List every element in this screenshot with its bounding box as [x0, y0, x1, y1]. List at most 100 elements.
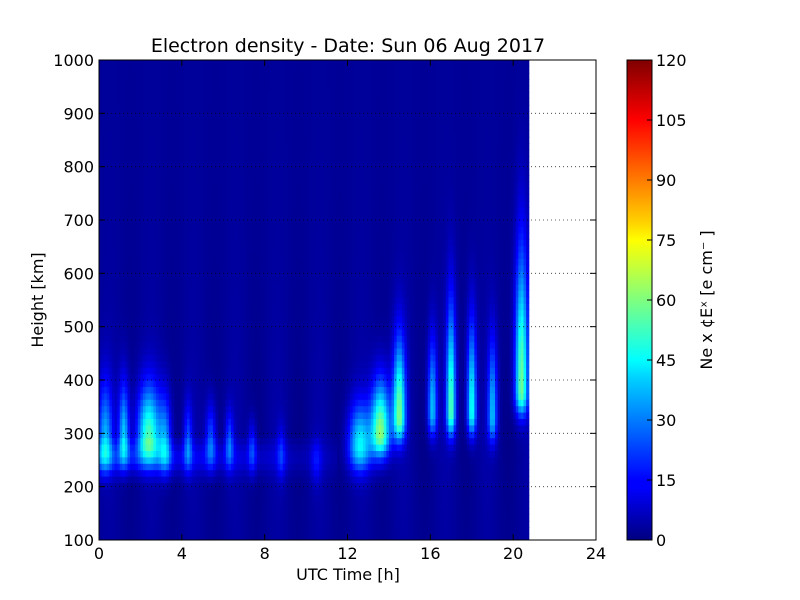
heatmap-cell	[137, 156, 142, 163]
heatmap-cell	[99, 271, 103, 279]
heatmap-cell	[130, 72, 134, 80]
heatmap-cell	[132, 373, 136, 381]
heatmap-cell	[99, 200, 103, 208]
heatmap-cell	[143, 136, 147, 144]
heatmap-cell	[137, 328, 142, 336]
heatmap-cell	[143, 72, 147, 80]
heatmap-cell	[122, 341, 126, 349]
heatmap-cell	[101, 431, 105, 439]
heatmap-cell	[99, 296, 103, 304]
heatmap-cell	[124, 124, 129, 131]
heatmap-cell	[143, 79, 147, 87]
heatmap-cell	[114, 392, 118, 400]
heatmap-cell	[99, 175, 103, 183]
heatmap-cell	[119, 444, 123, 451]
heatmap-cell	[117, 264, 121, 272]
heatmap-cell	[101, 60, 105, 67]
heatmap-cell	[137, 60, 142, 67]
heatmap-cell	[143, 527, 147, 535]
heatmap-cell	[122, 175, 126, 183]
heatmap-cell	[132, 72, 136, 80]
heatmap-cell	[135, 354, 139, 362]
heatmap-cell	[117, 296, 121, 304]
heatmap-cell	[130, 277, 134, 285]
heatmap-cell	[135, 431, 139, 439]
heatmap-cell	[124, 309, 129, 317]
heatmap-cell	[140, 533, 144, 540]
heatmap-cell	[135, 501, 139, 509]
heatmap-cell	[140, 482, 144, 490]
heatmap-cell	[99, 72, 103, 80]
heatmap-cell	[117, 168, 121, 176]
heatmap-cell	[124, 181, 129, 189]
heatmap-cell	[130, 533, 134, 540]
heatmap-cell	[130, 495, 134, 503]
heatmap-cell	[122, 424, 126, 432]
heatmap-cell	[101, 188, 105, 195]
heatmap-cell	[137, 316, 142, 323]
heatmap-cell	[109, 143, 113, 151]
heatmap-cell	[99, 220, 103, 227]
heatmap-cell	[99, 284, 103, 291]
heatmap-cell	[132, 328, 136, 336]
heatmap-cell	[101, 207, 105, 215]
heatmap-cell	[122, 232, 126, 240]
heatmap-cell	[143, 437, 147, 445]
heatmap-cell	[119, 136, 123, 144]
heatmap-cell	[119, 508, 123, 515]
heatmap-cell	[99, 482, 103, 490]
heatmap-cell	[127, 380, 131, 387]
heatmap-cell	[124, 412, 129, 419]
heatmap-cell	[124, 296, 129, 304]
heatmap-cell	[114, 200, 118, 208]
heatmap-cell	[130, 335, 134, 343]
heatmap-cell	[111, 124, 116, 131]
heatmap-cell	[109, 156, 113, 163]
heatmap-cell	[111, 245, 116, 253]
heatmap-cell	[101, 463, 105, 471]
heatmap-cell	[135, 373, 139, 381]
heatmap-cell	[122, 245, 126, 253]
heatmap-cell	[127, 194, 131, 202]
heatmap-cell	[101, 124, 105, 131]
heatmap-cell	[132, 514, 136, 522]
heatmap-cell	[130, 290, 134, 298]
heatmap-cell	[140, 437, 144, 445]
heatmap-cell	[132, 149, 136, 157]
heatmap-cell	[140, 117, 144, 125]
heatmap-cell	[127, 104, 131, 112]
heatmap-cell	[137, 373, 142, 381]
heatmap-cell	[101, 111, 105, 119]
heatmap-cell	[140, 328, 144, 336]
heatmap-cell	[114, 226, 118, 234]
heatmap-cell	[137, 92, 142, 99]
heatmap-cell	[124, 437, 129, 445]
heatmap-cell	[127, 92, 131, 99]
heatmap-cell	[127, 258, 131, 266]
heatmap-cell	[137, 437, 142, 445]
heatmap-cell	[106, 264, 110, 272]
heatmap-cell	[119, 520, 123, 528]
heatmap-cell	[124, 360, 129, 368]
heatmap-cell	[135, 418, 139, 426]
heatmap-cell	[99, 348, 103, 355]
heatmap-cell	[145, 482, 149, 490]
heatmap-cell	[135, 60, 139, 67]
heatmap-cell	[143, 98, 147, 106]
heatmap-cell	[101, 495, 105, 503]
heatmap-cell	[124, 264, 129, 272]
heatmap-cell	[143, 303, 147, 311]
heatmap-cell	[101, 194, 105, 202]
heatmap-cell	[137, 533, 142, 540]
heatmap-cell	[119, 316, 123, 323]
heatmap-cell	[122, 476, 126, 483]
heatmap-cell	[106, 501, 110, 509]
heatmap-cell	[106, 104, 110, 112]
heatmap-cell	[140, 405, 144, 413]
heatmap-cell	[124, 303, 129, 311]
heatmap-cell	[117, 514, 121, 522]
heatmap-cell	[101, 354, 105, 362]
heatmap-cell	[130, 405, 134, 413]
heatmap-cell	[124, 200, 129, 208]
heatmap-cell	[124, 143, 129, 151]
